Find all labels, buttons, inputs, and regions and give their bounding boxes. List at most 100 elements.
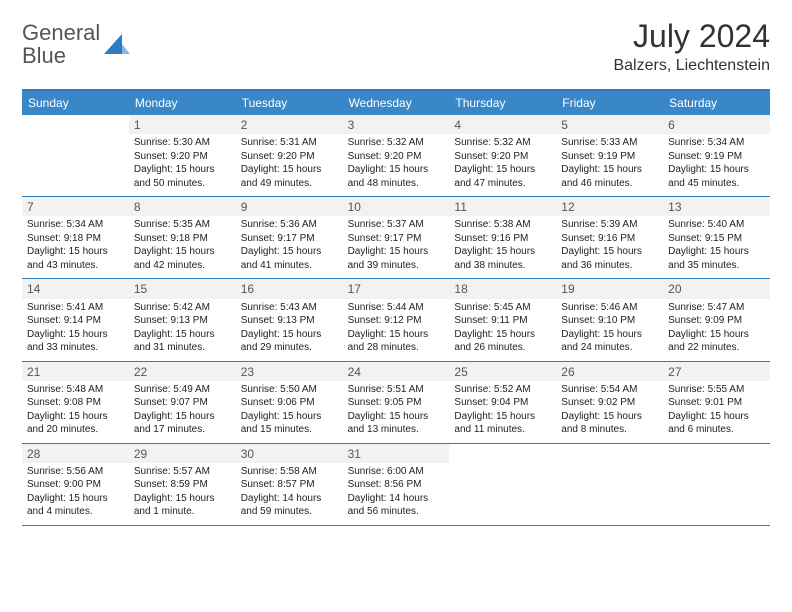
sunset-text: Sunset: 9:02 PM bbox=[561, 396, 658, 410]
daylight-text: Daylight: 15 hours bbox=[134, 410, 231, 424]
daylight-text: and 45 minutes. bbox=[668, 177, 765, 191]
sunset-text: Sunset: 8:57 PM bbox=[241, 478, 338, 492]
sunset-text: Sunset: 9:16 PM bbox=[454, 232, 551, 246]
sunrise-text: Sunrise: 5:43 AM bbox=[241, 301, 338, 315]
daylight-text: Daylight: 15 hours bbox=[668, 328, 765, 342]
location-text: Balzers, Liechtenstein bbox=[613, 57, 770, 75]
calendar-day: 23Sunrise: 5:50 AMSunset: 9:06 PMDayligh… bbox=[236, 362, 343, 443]
calendar-day: 18Sunrise: 5:45 AMSunset: 9:11 PMDayligh… bbox=[449, 279, 556, 360]
day-number: 4 bbox=[449, 115, 556, 134]
calendar-day: 1Sunrise: 5:30 AMSunset: 9:20 PMDaylight… bbox=[129, 115, 236, 196]
calendar-day: 25Sunrise: 5:52 AMSunset: 9:04 PMDayligh… bbox=[449, 362, 556, 443]
calendar-day: 17Sunrise: 5:44 AMSunset: 9:12 PMDayligh… bbox=[343, 279, 450, 360]
sunrise-text: Sunrise: 5:39 AM bbox=[561, 218, 658, 232]
calendar-week: 7Sunrise: 5:34 AMSunset: 9:18 PMDaylight… bbox=[22, 197, 770, 279]
day-number: 6 bbox=[663, 115, 770, 134]
calendar-day: 15Sunrise: 5:42 AMSunset: 9:13 PMDayligh… bbox=[129, 279, 236, 360]
daylight-text: Daylight: 14 hours bbox=[241, 492, 338, 506]
daylight-text: Daylight: 15 hours bbox=[134, 328, 231, 342]
sunrise-text: Sunrise: 5:45 AM bbox=[454, 301, 551, 315]
daylight-text: and 38 minutes. bbox=[454, 259, 551, 273]
sunset-text: Sunset: 8:56 PM bbox=[348, 478, 445, 492]
calendar-day: 2Sunrise: 5:31 AMSunset: 9:20 PMDaylight… bbox=[236, 115, 343, 196]
daylight-text: and 43 minutes. bbox=[27, 259, 124, 273]
sunrise-text: Sunrise: 5:37 AM bbox=[348, 218, 445, 232]
sunset-text: Sunset: 9:17 PM bbox=[348, 232, 445, 246]
day-number: 14 bbox=[22, 279, 129, 298]
calendar-day: 19Sunrise: 5:46 AMSunset: 9:10 PMDayligh… bbox=[556, 279, 663, 360]
daylight-text: and 59 minutes. bbox=[241, 505, 338, 519]
daylight-text: and 29 minutes. bbox=[241, 341, 338, 355]
daylight-text: Daylight: 15 hours bbox=[348, 328, 445, 342]
calendar-day-empty bbox=[556, 444, 663, 525]
calendar-day-empty bbox=[449, 444, 556, 525]
logo-triangle-icon bbox=[104, 32, 130, 59]
sunset-text: Sunset: 9:19 PM bbox=[668, 150, 765, 164]
calendar-day: 21Sunrise: 5:48 AMSunset: 9:08 PMDayligh… bbox=[22, 362, 129, 443]
calendar-day: 6 Sunrise: 5:34 AMSunset: 9:19 PMDaylight… bbox=[663, 115, 770, 196]
title-block: July 2024 Balzers, Liechtenstein bbox=[613, 18, 770, 75]
day-number: 5 bbox=[556, 115, 663, 134]
day-number: 3 bbox=[343, 115, 450, 134]
weekday-header: Monday bbox=[129, 91, 236, 115]
daylight-text: and 1 minute. bbox=[134, 505, 231, 519]
sunrise-text: Sunrise: 5:32 AM bbox=[348, 136, 445, 150]
calendar-week: 14Sunrise: 5:41 AMSunset: 9:14 PMDayligh… bbox=[22, 279, 770, 361]
daylight-text: and 35 minutes. bbox=[668, 259, 765, 273]
daylight-text: and 56 minutes. bbox=[348, 505, 445, 519]
daylight-text: and 26 minutes. bbox=[454, 341, 551, 355]
sunset-text: Sunset: 9:00 PM bbox=[27, 478, 124, 492]
daylight-text: Daylight: 15 hours bbox=[27, 328, 124, 342]
header: General Blue July 2024 Balzers, Liechten… bbox=[22, 18, 770, 75]
sunset-text: Sunset: 9:16 PM bbox=[561, 232, 658, 246]
daylight-text: Daylight: 15 hours bbox=[134, 163, 231, 177]
daylight-text: and 36 minutes. bbox=[561, 259, 658, 273]
calendar-day-empty bbox=[663, 444, 770, 525]
sunset-text: Sunset: 9:10 PM bbox=[561, 314, 658, 328]
sunrise-text: Sunrise: 5:56 AM bbox=[27, 465, 124, 479]
sunrise-text: Sunrise: 5:51 AM bbox=[348, 383, 445, 397]
day-number: 8 bbox=[129, 197, 236, 216]
calendar-day: 4Sunrise: 5:32 AMSunset: 9:20 PMDaylight… bbox=[449, 115, 556, 196]
sunrise-text: Sunrise: 5:31 AM bbox=[241, 136, 338, 150]
sunset-text: Sunset: 9:12 PM bbox=[348, 314, 445, 328]
daylight-text: Daylight: 15 hours bbox=[454, 245, 551, 259]
logo-word-2: Blue bbox=[22, 43, 66, 68]
calendar-day: 14 Sunrise: 5:41 AMSunset: 9:14 PMDayligh… bbox=[22, 279, 129, 360]
sunrise-text: Sunrise: 5:34 AM bbox=[668, 136, 765, 150]
sunset-text: Sunset: 9:14 PM bbox=[27, 314, 124, 328]
calendar-day: 27Sunrise: 5:55 AMSunset: 9:01 PMDayligh… bbox=[663, 362, 770, 443]
sunset-text: Sunset: 9:20 PM bbox=[134, 150, 231, 164]
sunrise-text: Sunrise: 6:00 AM bbox=[348, 465, 445, 479]
daylight-text: and 31 minutes. bbox=[134, 341, 231, 355]
daylight-text: and 39 minutes. bbox=[348, 259, 445, 273]
sunset-text: Sunset: 9:20 PM bbox=[454, 150, 551, 164]
sunset-text: Sunset: 9:18 PM bbox=[134, 232, 231, 246]
weekday-header: Wednesday bbox=[343, 91, 450, 115]
daylight-text: Daylight: 15 hours bbox=[348, 163, 445, 177]
sunset-text: Sunset: 9:06 PM bbox=[241, 396, 338, 410]
sunset-text: Sunset: 9:11 PM bbox=[454, 314, 551, 328]
daylight-text: and 33 minutes. bbox=[27, 341, 124, 355]
calendar-day: 29Sunrise: 5:57 AMSunset: 8:59 PMDayligh… bbox=[129, 444, 236, 525]
sunrise-text: Sunrise: 5:42 AM bbox=[134, 301, 231, 315]
calendar-day: 16Sunrise: 5:43 AMSunset: 9:13 PMDayligh… bbox=[236, 279, 343, 360]
daylight-text: Daylight: 15 hours bbox=[561, 410, 658, 424]
calendar-week: 21Sunrise: 5:48 AMSunset: 9:08 PMDayligh… bbox=[22, 362, 770, 444]
daylight-text: Daylight: 15 hours bbox=[561, 245, 658, 259]
day-number: 18 bbox=[449, 279, 556, 298]
weekday-header-row: SundayMondayTuesdayWednesdayThursdayFrid… bbox=[22, 91, 770, 115]
sunrise-text: Sunrise: 5:52 AM bbox=[454, 383, 551, 397]
sunrise-text: Sunrise: 5:38 AM bbox=[454, 218, 551, 232]
day-number: 22 bbox=[129, 362, 236, 381]
sunrise-text: Sunrise: 5:41 AM bbox=[27, 301, 124, 315]
daylight-text: and 24 minutes. bbox=[561, 341, 658, 355]
daylight-text: and 41 minutes. bbox=[241, 259, 338, 273]
daylight-text: and 46 minutes. bbox=[561, 177, 658, 191]
calendar-day: 22Sunrise: 5:49 AMSunset: 9:07 PMDayligh… bbox=[129, 362, 236, 443]
sunrise-text: Sunrise: 5:57 AM bbox=[134, 465, 231, 479]
sunset-text: Sunset: 9:15 PM bbox=[668, 232, 765, 246]
logo-word-1: General bbox=[22, 20, 100, 45]
daylight-text: Daylight: 15 hours bbox=[668, 163, 765, 177]
daylight-text: and 28 minutes. bbox=[348, 341, 445, 355]
